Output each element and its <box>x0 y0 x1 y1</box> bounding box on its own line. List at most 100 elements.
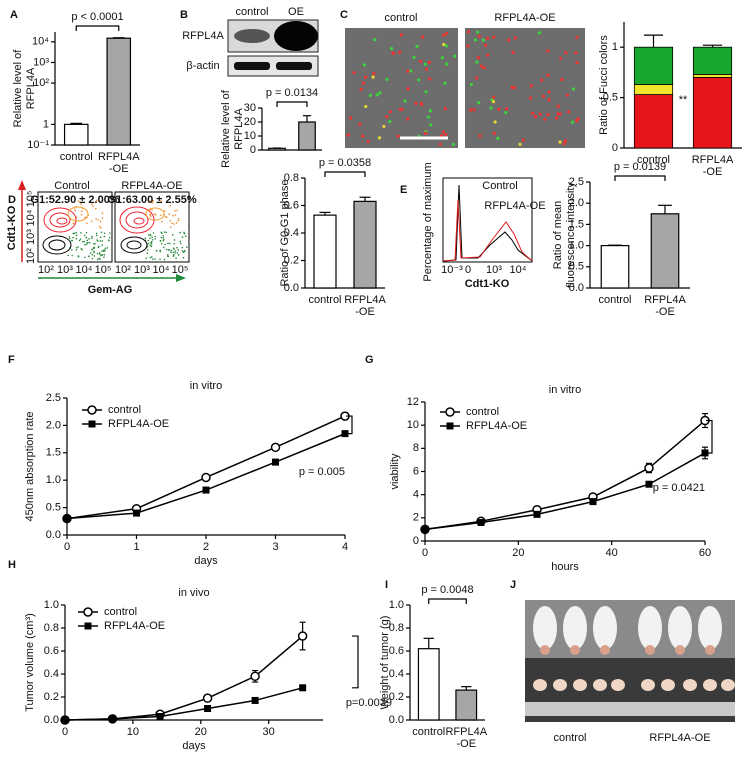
event <box>164 243 167 246</box>
event <box>77 255 80 258</box>
event <box>71 254 73 257</box>
event <box>173 239 176 241</box>
cell <box>555 116 559 120</box>
event <box>176 252 179 254</box>
event <box>101 240 103 242</box>
cell <box>478 134 482 138</box>
bar <box>455 689 478 721</box>
marker <box>341 430 349 438</box>
y-tick-label: 10 <box>244 130 256 142</box>
y-tick-label: 0.2 <box>389 691 404 703</box>
cell <box>540 78 544 82</box>
marker <box>477 518 485 526</box>
cell <box>406 87 410 91</box>
cell <box>489 106 493 110</box>
event <box>80 203 82 205</box>
marker <box>133 509 140 517</box>
cell <box>559 56 563 60</box>
marker <box>701 449 709 457</box>
y-tick-label: 1.0 <box>44 599 59 611</box>
event <box>95 199 98 202</box>
y-axis-label: fluorescence intensity <box>565 182 577 288</box>
cell <box>426 115 431 119</box>
image-label: Percentage of maximum <box>422 162 434 281</box>
bar <box>353 200 377 289</box>
x-axis-label: days <box>182 740 206 752</box>
marker <box>644 463 654 473</box>
event <box>91 257 94 260</box>
cell <box>507 38 511 42</box>
event <box>98 253 101 255</box>
event <box>81 248 83 251</box>
cell <box>378 91 382 95</box>
event <box>163 246 165 249</box>
event <box>70 239 73 242</box>
cell <box>362 63 366 67</box>
cell <box>575 35 579 40</box>
panel-letter: D <box>8 194 16 206</box>
cell <box>444 62 449 66</box>
cell <box>510 85 514 89</box>
micrograph <box>345 28 458 148</box>
event <box>80 213 83 216</box>
event <box>95 218 97 220</box>
mouse <box>698 606 722 650</box>
cell <box>442 42 446 47</box>
x-tick-label: control <box>412 726 445 738</box>
event <box>93 251 96 254</box>
bar <box>106 37 132 146</box>
panel-letter: H <box>8 559 16 571</box>
event <box>85 236 88 239</box>
x-tick-label: control <box>60 151 93 163</box>
event <box>154 214 157 216</box>
annotation: ** <box>679 94 688 106</box>
cell <box>428 109 432 113</box>
event <box>175 222 178 224</box>
event <box>72 232 75 235</box>
event <box>151 238 154 241</box>
event <box>106 247 109 249</box>
x-tick-label: RFPL4A <box>344 294 386 306</box>
annotation: p = 0.0139 <box>614 161 666 173</box>
event <box>104 247 107 250</box>
panel-letter: I <box>385 579 388 591</box>
y-tick-label: 0.0 <box>569 282 584 294</box>
event <box>89 252 92 254</box>
cell <box>537 31 542 35</box>
bar <box>298 121 316 151</box>
event <box>146 252 149 254</box>
arrowhead <box>18 180 26 190</box>
event <box>85 243 88 245</box>
cell <box>472 108 476 112</box>
cell <box>491 100 496 104</box>
cell <box>427 60 432 64</box>
y-tick-label: 0.5 <box>46 502 61 514</box>
marker <box>299 684 307 692</box>
image-label: OE <box>288 6 304 18</box>
event <box>165 248 168 251</box>
event <box>170 251 172 254</box>
event <box>150 242 153 245</box>
marker <box>421 525 429 533</box>
y-tick-label: 8 <box>413 442 419 454</box>
x-tick-label: 0 <box>422 547 428 559</box>
event <box>165 231 168 234</box>
event <box>183 231 185 234</box>
legend-marker <box>87 405 97 415</box>
y-tick-label: 0.5 <box>603 92 618 104</box>
event <box>149 237 151 240</box>
cell <box>469 82 473 87</box>
event <box>84 256 86 259</box>
tumor <box>675 645 685 655</box>
event <box>169 219 171 222</box>
event <box>147 248 149 251</box>
event <box>108 236 111 239</box>
x-tick-label: 60 <box>699 547 711 559</box>
contours <box>42 206 165 255</box>
mouse <box>668 606 692 650</box>
event <box>100 201 103 203</box>
event <box>87 241 89 244</box>
event <box>96 258 99 261</box>
cell <box>349 116 353 120</box>
y-tick-label: 1.0 <box>569 240 584 252</box>
